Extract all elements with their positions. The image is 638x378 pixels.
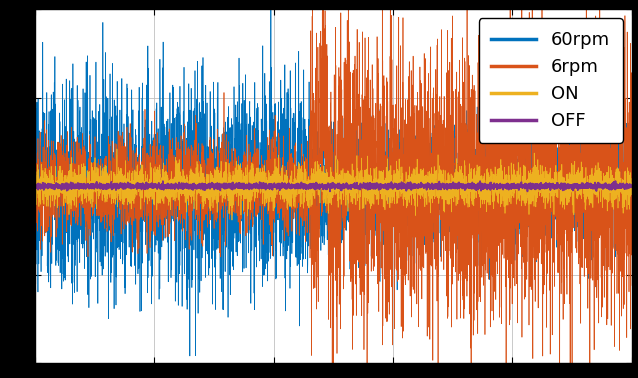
6rpm: [522, 158, 530, 163]
60rpm: [389, 160, 397, 164]
Line: OFF: OFF: [35, 181, 632, 191]
ON: [419, 191, 427, 195]
Line: 6rpm: 6rpm: [35, 0, 632, 378]
6rpm: [140, 195, 147, 200]
6rpm: [628, 199, 635, 204]
60rpm: [522, 226, 530, 230]
OFF: [612, 179, 619, 183]
6rpm: [31, 164, 39, 169]
ON: [228, 218, 236, 222]
ON: [389, 180, 397, 185]
ON: [31, 211, 39, 216]
OFF: [522, 182, 530, 187]
60rpm: [186, 354, 194, 358]
60rpm: [628, 174, 635, 178]
Line: ON: ON: [35, 149, 632, 220]
OFF: [140, 184, 147, 188]
ON: [522, 187, 530, 192]
ON: [628, 180, 635, 184]
OFF: [477, 184, 484, 189]
6rpm: [419, 204, 427, 209]
60rpm: [31, 173, 39, 177]
6rpm: [477, 73, 484, 77]
Legend: 60rpm, 6rpm, ON, OFF: 60rpm, 6rpm, ON, OFF: [478, 19, 623, 143]
60rpm: [140, 178, 147, 182]
OFF: [419, 184, 427, 188]
OFF: [31, 183, 39, 188]
ON: [140, 175, 147, 179]
ON: [260, 182, 267, 186]
OFF: [628, 184, 635, 189]
60rpm: [419, 230, 427, 234]
OFF: [389, 182, 397, 187]
ON: [477, 198, 484, 203]
60rpm: [259, 262, 267, 266]
OFF: [524, 189, 531, 194]
Line: 60rpm: 60rpm: [35, 0, 632, 356]
60rpm: [477, 203, 484, 208]
6rpm: [259, 175, 267, 179]
6rpm: [389, 209, 397, 214]
OFF: [259, 182, 267, 187]
ON: [113, 147, 121, 151]
